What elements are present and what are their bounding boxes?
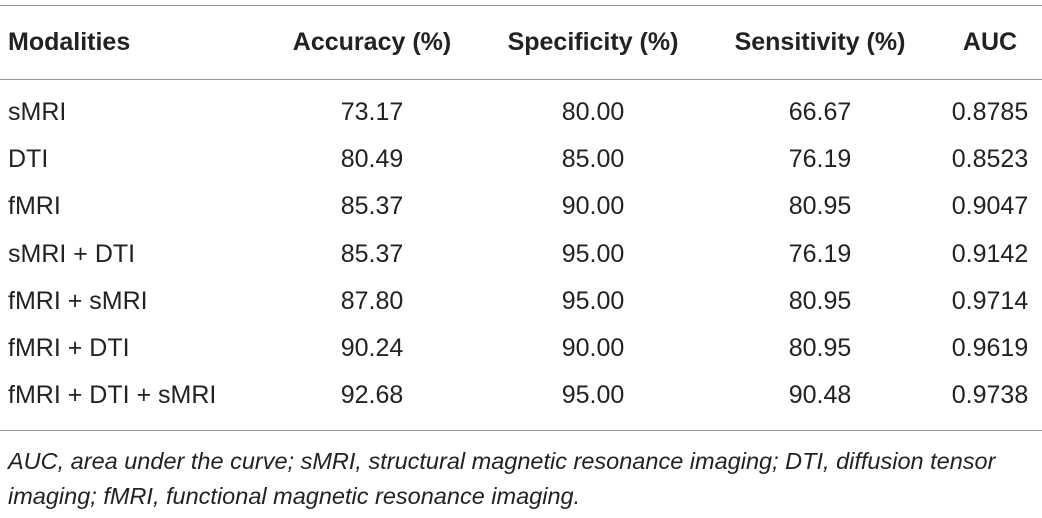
- table-cell: 0.8523: [951, 145, 1029, 174]
- table-cell: 0.9714: [951, 286, 1029, 315]
- table-cell: sMRI: [8, 98, 67, 126]
- header-rule: [0, 79, 1042, 80]
- header-cell: Accuracy (%): [292, 28, 452, 56]
- table-cell: 73.17: [340, 98, 404, 126]
- caption: AUC, area under the curve; sMRI, structu…: [8, 448, 996, 509]
- table-cell: fMRI + DTI + sMRI: [8, 381, 217, 410]
- table-cell: 90.24: [340, 334, 404, 362]
- table-cell: DTI: [8, 145, 49, 174]
- table-cell: 95.00: [561, 381, 625, 410]
- table-cell: 80.00: [561, 98, 625, 126]
- table-cell: 0.8785: [951, 98, 1029, 126]
- table-cell: 95.00: [561, 286, 625, 315]
- table-cell: 90.48: [788, 381, 852, 410]
- table-cell: 92.68: [340, 381, 404, 410]
- table-cell: 0.9047: [951, 192, 1029, 221]
- table-cell: fMRI + DTI: [8, 334, 130, 362]
- table-cell: 0.9738: [951, 381, 1029, 410]
- header-cell: Specificity (%): [507, 28, 679, 56]
- table-cell: fMRI + sMRI: [8, 286, 148, 315]
- table-cell: 95.00: [561, 239, 625, 268]
- table-cell: fMRI: [8, 192, 61, 221]
- header-cell: AUC: [962, 28, 1018, 56]
- table-cell: 76.19: [788, 239, 852, 268]
- table-cell: 0.9619: [951, 334, 1029, 362]
- table-cell: 80.95: [788, 334, 852, 362]
- table-cell: 0.9142: [951, 239, 1029, 268]
- table-cell: 90.00: [561, 334, 625, 362]
- table-cell: 80.95: [788, 192, 852, 221]
- top-rule: [0, 5, 1042, 6]
- table-cell: 87.80: [340, 286, 404, 315]
- table-cell: 66.67: [788, 98, 852, 126]
- table-cell: 76.19: [788, 145, 852, 174]
- table-cell: 80.95: [788, 286, 852, 315]
- header-cell: Modalities: [8, 28, 131, 56]
- table-cell: 90.00: [561, 192, 625, 221]
- bottom-rule: [0, 430, 1042, 431]
- table-cell: 85.00: [561, 145, 625, 174]
- table-cell: sMRI + DTI: [8, 239, 136, 268]
- table-cell: 85.37: [340, 239, 404, 268]
- table-cell: 85.37: [340, 192, 404, 221]
- table-cell: 80.49: [340, 145, 404, 174]
- header-cell: Sensitivity (%): [734, 28, 906, 56]
